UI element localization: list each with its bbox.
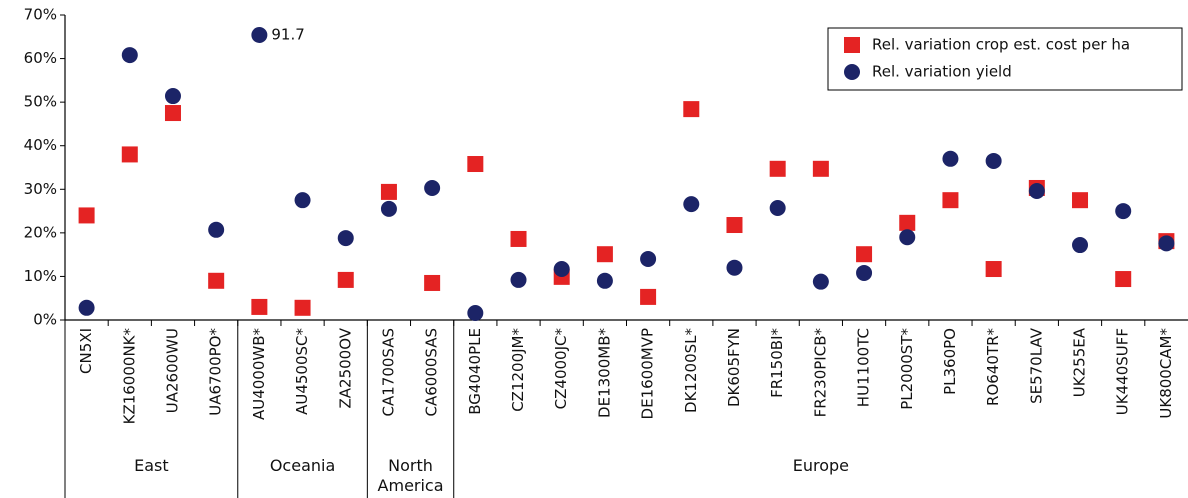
x-tick-label: CZ1200JM* — [509, 328, 527, 412]
yield-marker — [553, 261, 570, 278]
x-tick-label: CA1700SAS — [379, 328, 397, 417]
cost-marker — [1072, 192, 1089, 209]
x-tick-label: AU4500SC* — [293, 328, 311, 415]
cost-marker — [985, 261, 1002, 278]
x-tick-label: CN5XI — [77, 328, 95, 374]
y-tick-label: 0% — [33, 311, 57, 329]
cost-marker — [683, 101, 700, 118]
cost-marker — [1115, 271, 1132, 288]
cost-marker — [812, 160, 829, 177]
yield-marker — [78, 299, 95, 316]
yield-marker — [380, 200, 397, 217]
cost-marker — [380, 183, 397, 200]
x-tick-label: SE570LAV — [1027, 327, 1045, 404]
cost-marker — [510, 230, 527, 247]
cost-marker — [769, 160, 786, 177]
yield-marker — [942, 150, 959, 167]
yield-marker — [640, 251, 657, 267]
x-tick-label: UK440SUFF — [1114, 328, 1132, 415]
x-tick-label: CZ4000JC* — [552, 328, 570, 410]
y-tick-label: 20% — [24, 223, 57, 241]
yield-marker — [1072, 237, 1089, 254]
x-tick-label: PL360PO — [941, 328, 959, 395]
x-tick-label: FR230PICB* — [811, 328, 829, 418]
yield-marker — [899, 229, 916, 246]
legend-label: Rel. variation yield — [872, 63, 1012, 81]
x-tick-label: UA6700PO* — [207, 328, 225, 416]
y-tick-label: 10% — [24, 267, 57, 285]
yield-marker — [510, 271, 527, 288]
cost-marker — [424, 274, 441, 291]
legend-box — [827, 27, 1183, 91]
data-label: 91.7 — [271, 26, 304, 44]
y-tick-label: 50% — [24, 93, 57, 111]
x-tick-label: BG4040PLE — [466, 328, 484, 415]
yield-marker — [683, 196, 700, 213]
y-tick-label: 40% — [24, 136, 57, 154]
x-tick-label: PL2000ST* — [898, 328, 916, 410]
yield-marker — [424, 179, 441, 196]
cost-marker — [640, 288, 657, 305]
yield-marker — [1028, 183, 1045, 200]
x-tick-label: UK800CAM* — [1157, 328, 1175, 419]
yield-marker — [769, 200, 786, 217]
yield-marker — [164, 88, 181, 105]
yield-marker — [812, 273, 829, 290]
yield-marker — [1115, 203, 1132, 220]
legend-marker — [844, 64, 860, 80]
x-tick-label: CA6000SAS — [423, 328, 441, 417]
cost-marker — [899, 214, 916, 231]
x-tick-label: FR150BI* — [768, 328, 786, 398]
y-tick-label: 30% — [24, 180, 57, 198]
cost-marker — [251, 298, 268, 315]
cost-marker — [294, 299, 311, 316]
group-label: North America — [377, 456, 444, 495]
x-tick-label: UA2600WU — [163, 328, 181, 413]
x-tick-label: UK255EA — [1071, 327, 1089, 397]
yield-marker — [1158, 235, 1175, 252]
cost-marker — [121, 146, 138, 163]
x-tick-label: RO640TR* — [984, 328, 1002, 406]
y-tick-label: 70% — [24, 6, 57, 24]
cost-marker — [164, 105, 181, 122]
yield-marker — [985, 152, 1002, 169]
cost-marker — [337, 271, 354, 288]
x-tick-label: ZA2500OV — [336, 327, 354, 408]
x-tick-label: AU4000WB* — [250, 328, 268, 421]
x-tick-label: DE1300MB* — [595, 328, 613, 418]
yield-marker — [251, 27, 268, 43]
cost-marker — [78, 207, 95, 224]
cost-marker — [467, 156, 484, 173]
x-tick-label: DE1600MVP — [639, 328, 657, 419]
cost-marker — [596, 246, 613, 263]
yield-marker — [726, 259, 743, 276]
legend-marker — [844, 37, 860, 53]
group-label: Oceania — [269, 456, 336, 475]
x-tick-label: DK605FYN — [725, 328, 743, 407]
yield-marker — [856, 264, 873, 281]
yield-marker — [596, 272, 613, 289]
yield-marker — [337, 230, 354, 247]
yield-marker — [294, 192, 311, 209]
x-tick-label: DK1200SL* — [682, 328, 700, 413]
yield-marker — [208, 221, 225, 238]
cost-marker — [208, 272, 225, 289]
cost-marker — [856, 246, 873, 263]
yield-marker — [121, 47, 138, 64]
group-label: Europe — [792, 456, 849, 475]
legend-label: Rel. variation crop est. cost per ha — [872, 36, 1130, 54]
yield-marker — [467, 305, 484, 322]
cost-marker — [942, 192, 959, 209]
x-tick-label: HU1100TC — [855, 328, 873, 407]
group-label: East — [134, 456, 169, 475]
x-tick-label: KZ16000NK* — [120, 328, 138, 425]
cost-marker — [726, 217, 743, 234]
y-tick-label: 60% — [24, 49, 57, 67]
